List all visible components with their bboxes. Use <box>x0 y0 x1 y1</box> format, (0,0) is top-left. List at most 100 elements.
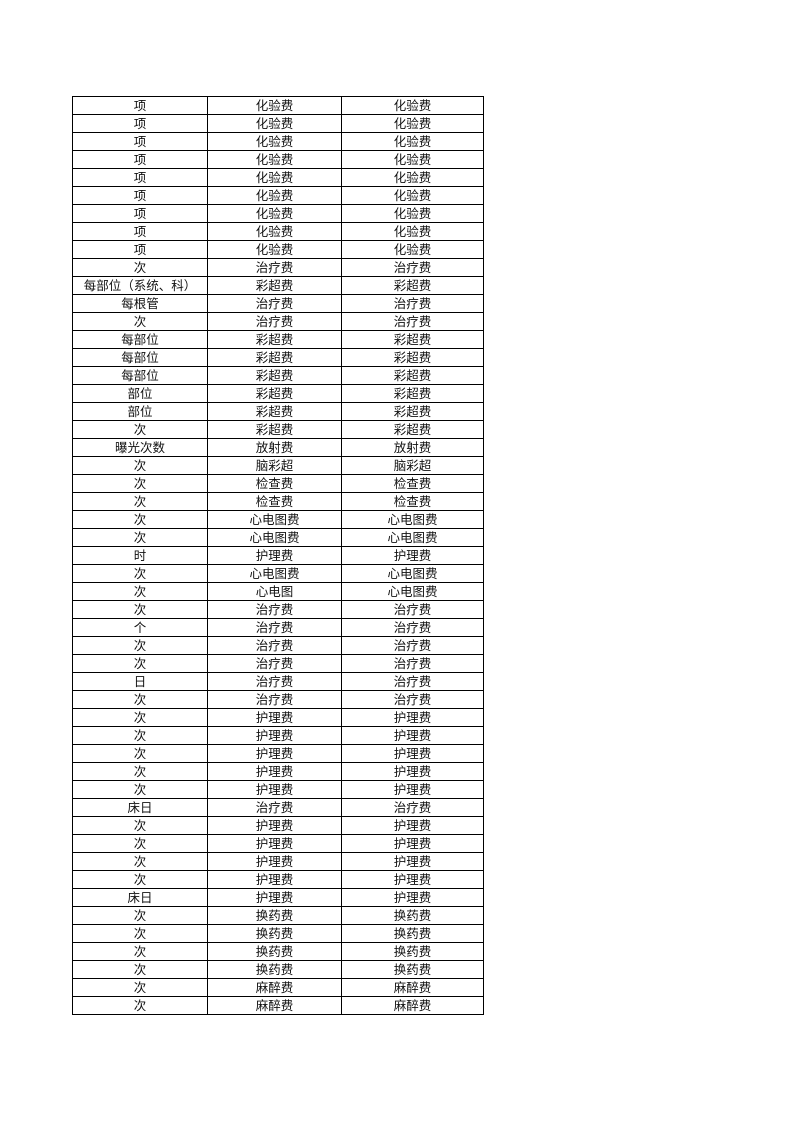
unit-cell: 次 <box>72 456 208 475</box>
category-cell: 换药费 <box>207 906 342 925</box>
table-row: 项化验费 化验费 <box>72 186 484 205</box>
table-row: 次护理费 护理费 <box>72 834 484 853</box>
table-row: 次护理费 护理费 <box>72 708 484 727</box>
billing-category-cell: 心电图费 <box>341 582 484 601</box>
billing-category-cell: 彩超费 <box>341 330 484 349</box>
unit-cell: 次 <box>72 582 208 601</box>
billing-category-cell: 护理费 <box>341 870 484 889</box>
billing-category-cell: 彩超费 <box>341 384 484 403</box>
category-cell: 心电图费 <box>207 528 342 547</box>
category-cell: 心电图费 <box>207 510 342 529</box>
billing-category-cell: 换药费 <box>341 906 484 925</box>
category-cell: 护理费 <box>207 744 342 763</box>
category-cell: 化验费 <box>207 114 342 133</box>
unit-cell: 次 <box>72 600 208 619</box>
unit-cell: 次 <box>72 780 208 799</box>
category-cell: 化验费 <box>207 168 342 187</box>
category-cell: 化验费 <box>207 204 342 223</box>
billing-category-cell: 治疗费 <box>341 690 484 709</box>
billing-category-cell: 治疗费 <box>341 654 484 673</box>
billing-category-cell: 化验费 <box>341 132 484 151</box>
billing-category-cell: 治疗费 <box>341 312 484 331</box>
table-row: 个治疗费 治疗费 <box>72 618 484 637</box>
table-row: 次心电图费 心电图费 <box>72 528 484 547</box>
unit-cell: 日 <box>72 672 208 691</box>
table-row: 次护理费 护理费 <box>72 726 484 745</box>
table-row: 次治疗费 治疗费 <box>72 636 484 655</box>
unit-cell: 项 <box>72 204 208 223</box>
category-cell: 检查费 <box>207 492 342 511</box>
billing-category-cell: 治疗费 <box>341 600 484 619</box>
table-row: 每部位（系统、科） 彩超费 彩超费 <box>72 276 484 295</box>
category-cell: 护理费 <box>207 546 342 565</box>
unit-cell: 曝光次数 <box>72 438 208 457</box>
category-cell: 换药费 <box>207 960 342 979</box>
unit-cell: 部位 <box>72 402 208 421</box>
table-row: 时护理费 护理费 <box>72 546 484 565</box>
category-cell: 脑彩超 <box>207 456 342 475</box>
table-row: 每部位 彩超费 彩超费 <box>72 366 484 385</box>
category-cell: 治疗费 <box>207 798 342 817</box>
table-row: 次换药费 换药费 <box>72 942 484 961</box>
table-row: 日治疗费 治疗费 <box>72 672 484 691</box>
table-row: 次心电图费 心电图费 <box>72 564 484 583</box>
unit-cell: 次 <box>72 690 208 709</box>
table-row: 次换药费 换药费 <box>72 906 484 925</box>
unit-cell: 每部位 <box>72 366 208 385</box>
table-row: 次心电图费 心电图费 <box>72 510 484 529</box>
billing-category-cell: 心电图费 <box>341 510 484 529</box>
fee-table: 项化验费 化验费项化验费 化验费项化验费 化验费项化验费 化验费项化验费 化验费项化验费化… <box>72 96 484 1015</box>
billing-category-cell: 换药费 <box>341 960 484 979</box>
unit-cell: 次 <box>72 960 208 979</box>
category-cell: 护理费 <box>207 834 342 853</box>
unit-cell: 时 <box>72 546 208 565</box>
unit-cell: 次 <box>72 474 208 493</box>
billing-category-cell: 换药费 <box>341 924 484 943</box>
category-cell: 麻醉费 <box>207 996 342 1015</box>
unit-cell: 项 <box>72 96 208 115</box>
table-row: 次心电图 心电图费 <box>72 582 484 601</box>
category-cell: 护理费 <box>207 726 342 745</box>
category-cell: 护理费 <box>207 780 342 799</box>
billing-category-cell: 护理费 <box>341 744 484 763</box>
table-row: 项化验费 化验费 <box>72 168 484 187</box>
table-row: 次治疗费 治疗费 <box>72 600 484 619</box>
table-row: 次护理费 护理费 <box>72 780 484 799</box>
unit-cell: 每部位 <box>72 348 208 367</box>
table-row: 项化验费 化验费 <box>72 132 484 151</box>
billing-category-cell: 护理费 <box>341 546 484 565</box>
unit-cell: 部位 <box>72 384 208 403</box>
table-row: 次护理费 护理费 <box>72 762 484 781</box>
unit-cell: 次 <box>72 942 208 961</box>
category-cell: 化验费 <box>207 96 342 115</box>
billing-category-cell: 护理费 <box>341 834 484 853</box>
unit-cell: 次 <box>72 744 208 763</box>
billing-category-cell: 护理费 <box>341 888 484 907</box>
billing-category-cell: 治疗费 <box>341 294 484 313</box>
billing-category-cell: 彩超费 <box>341 420 484 439</box>
billing-category-cell: 检查费 <box>341 474 484 493</box>
table-row: 次治疗费 治疗费 <box>72 654 484 673</box>
table-row: 项化验费 化验费 <box>72 150 484 169</box>
unit-cell: 次 <box>72 996 208 1015</box>
billing-category-cell: 化验费 <box>341 240 484 259</box>
category-cell: 护理费 <box>207 888 342 907</box>
unit-cell: 个 <box>72 618 208 637</box>
unit-cell: 项 <box>72 186 208 205</box>
category-cell: 化验费 <box>207 132 342 151</box>
unit-cell: 项 <box>72 150 208 169</box>
table-row: 床日 治疗费 治疗费 <box>72 798 484 817</box>
billing-category-cell: 治疗费 <box>341 258 484 277</box>
category-cell: 彩超费 <box>207 366 342 385</box>
billing-category-cell: 彩超费 <box>341 276 484 295</box>
billing-category-cell: 彩超费 <box>341 366 484 385</box>
table-row: 次治疗费 治疗费 <box>72 258 484 277</box>
billing-category-cell: 换药费 <box>341 942 484 961</box>
category-cell: 护理费 <box>207 870 342 889</box>
unit-cell: 项 <box>72 132 208 151</box>
billing-category-cell: 护理费 <box>341 852 484 871</box>
unit-cell: 次 <box>72 852 208 871</box>
table-row: 项化验费 化验费 <box>72 204 484 223</box>
billing-category-cell: 放射费 <box>341 438 484 457</box>
billing-category-cell: 化验费 <box>341 150 484 169</box>
